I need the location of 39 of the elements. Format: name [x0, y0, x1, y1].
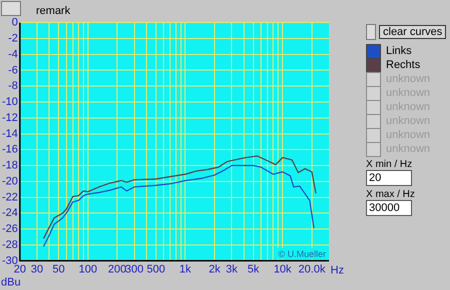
- text: 20: [366, 170, 412, 186]
- x-tick-label: 3k: [226, 263, 238, 276]
- text: remark: [36, 5, 70, 17]
- y-tick-label: -26: [2, 223, 18, 236]
- y-tick-label: -20: [2, 175, 18, 188]
- annotation: © U.Mueller: [278, 248, 326, 259]
- y-tick-label: -10: [2, 96, 18, 108]
- x-tick-label: 200: [108, 263, 126, 276]
- x-tick-label: 20.0k: [298, 263, 326, 276]
- x-tick-label: 300: [125, 263, 144, 276]
- x-tick-label: 100: [78, 263, 98, 276]
- y-tick-label: -24: [2, 207, 18, 220]
- x-tick-label: 50: [52, 263, 65, 276]
- y-tick-label: -28: [2, 238, 18, 251]
- x-tick-label: 5k: [247, 263, 260, 276]
- x-axis-title: Hz: [330, 264, 344, 276]
- y-tick-label: -4: [8, 48, 18, 60]
- x-tick-label: 30: [30, 263, 44, 276]
- y-tick-label: -6: [8, 64, 18, 76]
- legend-label: Links: [386, 45, 412, 57]
- x-tick-label: 500: [146, 263, 166, 276]
- legend-label: Rechts: [386, 59, 420, 71]
- x-tick-label: 1k: [179, 263, 192, 276]
- y-tick-label: -22: [2, 191, 18, 204]
- text: 30000: [366, 200, 412, 216]
- y-tick-label: -18: [2, 160, 18, 172]
- y-tick-label: -8: [8, 80, 18, 92]
- y-tick-label: -14: [2, 128, 18, 140]
- text: X max / Hz: [366, 189, 416, 200]
- y-tick-label: -16: [2, 144, 18, 156]
- x-tick-label: 2k: [208, 263, 221, 276]
- text: X min / Hz: [366, 159, 414, 170]
- x-tick-label: 10k: [274, 263, 292, 276]
- x-tick-label: 20: [14, 263, 26, 276]
- y-axis-title: dBu: [1, 276, 21, 288]
- y-tick-label: 0: [12, 16, 18, 29]
- y-tick-label: -2: [8, 32, 18, 45]
- y-tick-label: -12: [2, 112, 18, 124]
- text: clear curves: [379, 25, 446, 39]
